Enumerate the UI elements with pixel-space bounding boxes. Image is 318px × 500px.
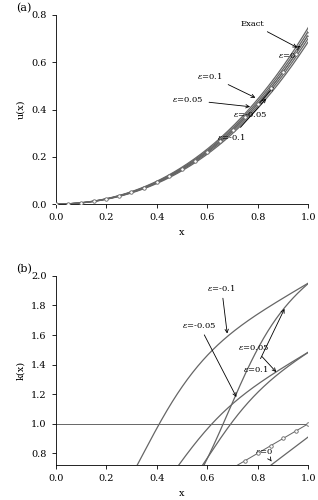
- Text: $\varepsilon$=0.05: $\varepsilon$=0.05: [238, 343, 276, 372]
- Text: $\varepsilon$=-0.1: $\varepsilon$=-0.1: [218, 100, 266, 142]
- Text: $\varepsilon$=0.1: $\varepsilon$=0.1: [243, 310, 284, 374]
- Text: $\varepsilon$=-0.05: $\varepsilon$=-0.05: [182, 320, 236, 396]
- Y-axis label: u(x): u(x): [17, 100, 25, 119]
- Y-axis label: k(x): k(x): [17, 361, 25, 380]
- Text: (a): (a): [17, 3, 32, 13]
- Text: $\varepsilon$=0: $\varepsilon$=0: [278, 46, 299, 60]
- Text: $\varepsilon$=-0.1: $\varepsilon$=-0.1: [207, 282, 236, 333]
- Text: Exact: Exact: [240, 20, 296, 47]
- X-axis label: x: x: [179, 228, 185, 236]
- X-axis label: x: x: [179, 488, 185, 498]
- Text: Exact: Exact: [0, 499, 1, 500]
- Text: (b): (b): [17, 264, 32, 274]
- Text: $\varepsilon$=0.1: $\varepsilon$=0.1: [197, 71, 255, 98]
- Text: $\varepsilon$=0: $\varepsilon$=0: [255, 447, 273, 461]
- Text: $\varepsilon$=-0.05: $\varepsilon$=-0.05: [233, 88, 273, 118]
- Text: $\varepsilon$=0.05: $\varepsilon$=0.05: [172, 96, 249, 108]
